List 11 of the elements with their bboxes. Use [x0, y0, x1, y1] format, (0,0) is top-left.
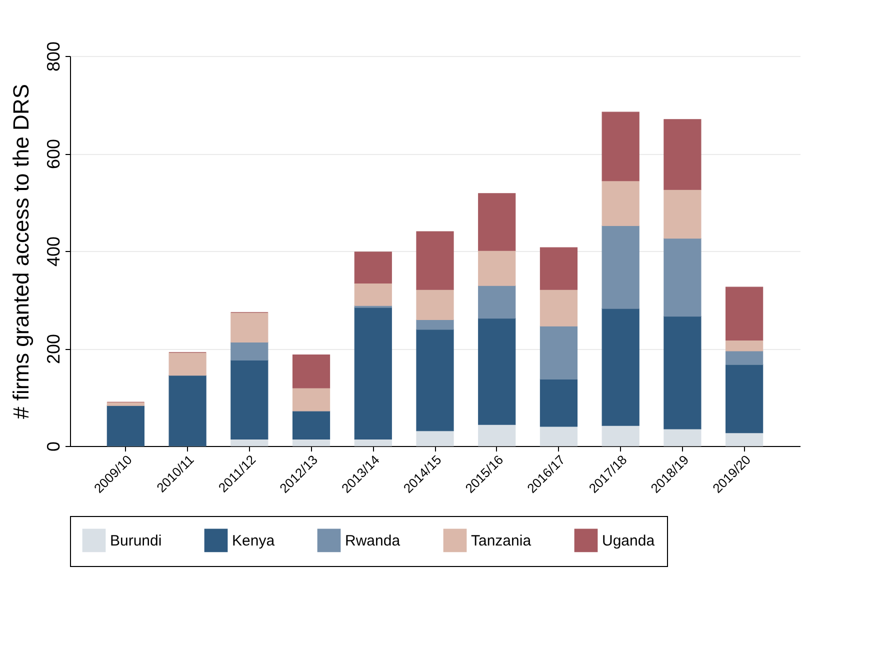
legend-label: Uganda: [602, 532, 656, 550]
legend-label: Tanzania: [471, 532, 532, 550]
y-tick-label: 600: [44, 138, 64, 170]
legend-label: Rwanda: [345, 532, 401, 550]
legend-label: Kenya: [232, 532, 276, 550]
y-tick-label: 800: [44, 41, 64, 72]
y-axis-title: # firms granted access to the DRS: [8, 84, 34, 420]
y-tick-label: 0: [44, 441, 64, 452]
legend-label: Burundi: [110, 532, 162, 550]
y-tick-label: 400: [44, 236, 64, 267]
y-tick-label: 200: [44, 334, 64, 364]
